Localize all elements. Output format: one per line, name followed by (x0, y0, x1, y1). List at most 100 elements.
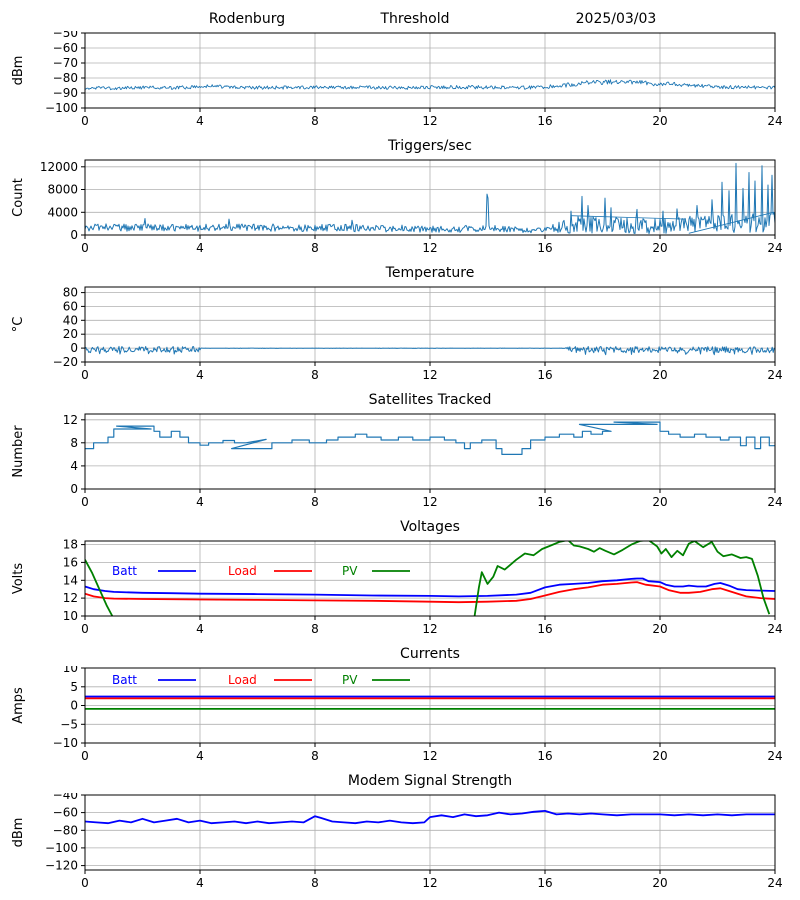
modem-title-row: Modem Signal Strength (0, 768, 800, 793)
svg-text:20: 20 (652, 622, 667, 636)
temperature-plot: 0 4 8 12 16 20 24 −20 0 20 40 60 80 °C (0, 285, 800, 387)
chart-title-threshold: Threshold (380, 11, 450, 27)
svg-text:−10: −10 (53, 736, 78, 750)
svg-text:24: 24 (767, 241, 782, 255)
svg-text:0: 0 (70, 699, 78, 713)
modem-plot: 0 4 8 12 16 20 24 −40 −60 −80 −100 −120 dBm (0, 793, 800, 895)
svg-text:12: 12 (422, 622, 437, 636)
svg-text:−60: −60 (53, 41, 78, 55)
svg-text:24: 24 (767, 495, 782, 509)
svg-text:16: 16 (537, 241, 552, 255)
svg-text:°C: °C (11, 317, 26, 333)
chart-canvas: 0 4 8 12 16 20 24 −10 −5 0 5 10 Amps Batt Load PV (11, 666, 783, 763)
chart-canvas: 0 4 8 12 16 20 24 10 12 14 16 18 Volts Batt Load PV (11, 539, 783, 636)
satellites-plot: 0 4 8 12 16 20 24 0 4 8 12 Number (0, 412, 800, 514)
svg-text:4: 4 (196, 368, 204, 382)
svg-text:24: 24 (767, 749, 782, 763)
chart-canvas: 0 4 8 12 16 20 24 −50−60−70−80−90−100 dBm (11, 31, 783, 128)
svg-text:Batt: Batt (112, 564, 137, 578)
triggers-title-row: Triggers/sec (0, 133, 800, 158)
satellites-title-row: Satellites Tracked (0, 387, 800, 412)
chart-date: 2025/03/03 (575, 11, 657, 27)
svg-text:8: 8 (311, 368, 319, 382)
svg-text:4000: 4000 (47, 205, 78, 219)
svg-text:8: 8 (311, 876, 319, 890)
svg-text:−20: −20 (53, 355, 78, 369)
svg-text:0: 0 (81, 241, 89, 255)
svg-text:−40: −40 (53, 793, 78, 802)
svg-text:10: 10 (63, 609, 78, 623)
chart-canvas: 0 4 8 12 16 20 24 −40 −60 −80 −100 −120 dBm (11, 793, 783, 890)
svg-text:0: 0 (70, 482, 78, 496)
svg-text:20: 20 (652, 876, 667, 890)
svg-text:−90: −90 (53, 86, 78, 100)
svg-text:12: 12 (63, 413, 78, 427)
svg-text:0: 0 (81, 749, 89, 763)
svg-text:8: 8 (311, 495, 319, 509)
svg-text:0: 0 (81, 622, 89, 636)
svg-text:12: 12 (422, 368, 437, 382)
svg-text:4: 4 (196, 876, 204, 890)
svg-text:4: 4 (196, 749, 204, 763)
svg-text:0: 0 (70, 341, 78, 355)
svg-text:dBm: dBm (11, 818, 26, 848)
svg-text:12: 12 (422, 114, 437, 128)
svg-text:12: 12 (422, 241, 437, 255)
temperature-title-row: Temperature (0, 260, 800, 285)
svg-text:4: 4 (196, 622, 204, 636)
svg-text:12: 12 (422, 876, 437, 890)
chart-voltages: Voltages 0 4 8 12 16 20 24 10 12 14 16 18 Volts Batt L… (0, 514, 800, 641)
chart-title-modem: Modem Signal Strength (347, 773, 513, 789)
chart-currents: Currents 0 4 8 12 16 20 24 −10 −5 0 5 10 Amps Batt Loa… (0, 641, 800, 768)
currents-title-row: Currents (0, 641, 800, 666)
chart-title-voltages: Voltages (400, 519, 460, 535)
svg-text:4: 4 (70, 459, 78, 473)
svg-text:12: 12 (422, 749, 437, 763)
svg-text:24: 24 (767, 876, 782, 890)
chart-title-temperature: Temperature (385, 265, 475, 281)
svg-text:16: 16 (537, 749, 552, 763)
svg-text:20: 20 (652, 368, 667, 382)
svg-text:16: 16 (537, 114, 552, 128)
svg-text:20: 20 (63, 327, 78, 341)
svg-text:Number: Number (11, 425, 26, 478)
svg-text:24: 24 (767, 114, 782, 128)
chart-threshold: Rodenburg Threshold 2025/03/03 0 4 8 12 16 20… (0, 6, 800, 133)
svg-text:0: 0 (81, 495, 89, 509)
svg-text:−100: −100 (45, 101, 78, 115)
svg-text:dBm: dBm (11, 56, 26, 86)
svg-text:16: 16 (537, 622, 552, 636)
svg-text:Load: Load (228, 564, 257, 578)
svg-text:0: 0 (81, 876, 89, 890)
threshold-title-row: Rodenburg Threshold 2025/03/03 (0, 6, 800, 31)
chart-triggers: Triggers/sec 0 4 8 12 16 20 24 0 4000 8000 12000 Co… (0, 133, 800, 260)
svg-text:4: 4 (196, 114, 204, 128)
svg-text:Amps: Amps (11, 687, 26, 724)
svg-text:16: 16 (537, 495, 552, 509)
svg-text:14: 14 (63, 573, 78, 587)
svg-text:12000: 12000 (40, 160, 78, 174)
svg-text:0: 0 (81, 368, 89, 382)
station-name: Rodenburg (208, 11, 286, 27)
chart-satellites: Satellites Tracked 0 4 8 12 16 20 24 0 4 8 12 Numbe… (0, 387, 800, 514)
svg-text:PV: PV (342, 673, 358, 687)
chart-modem: Modem Signal Strength 0 4 8 12 16 20 24 −40 −60 −… (0, 768, 800, 895)
chart-canvas: 0 4 8 12 16 20 24 0 4 8 12 Number (11, 413, 783, 509)
svg-text:12: 12 (422, 495, 437, 509)
svg-text:Count: Count (11, 178, 26, 217)
telemetry-dashboard: Rodenburg Threshold 2025/03/03 0 4 8 12 16 20… (0, 6, 800, 895)
svg-text:8: 8 (311, 114, 319, 128)
svg-text:5: 5 (70, 680, 78, 694)
svg-text:8: 8 (311, 622, 319, 636)
chart-title-currents: Currents (400, 646, 460, 662)
svg-text:−50: −50 (53, 31, 78, 40)
svg-text:−80: −80 (53, 71, 78, 85)
svg-text:0: 0 (81, 114, 89, 128)
svg-text:16: 16 (63, 555, 78, 569)
svg-text:8: 8 (311, 749, 319, 763)
svg-text:20: 20 (652, 749, 667, 763)
triggers-plot: 0 4 8 12 16 20 24 0 4000 8000 12000 Count (0, 158, 800, 260)
svg-text:10: 10 (63, 666, 78, 675)
svg-text:−5: −5 (60, 717, 78, 731)
svg-text:−100: −100 (45, 841, 78, 855)
